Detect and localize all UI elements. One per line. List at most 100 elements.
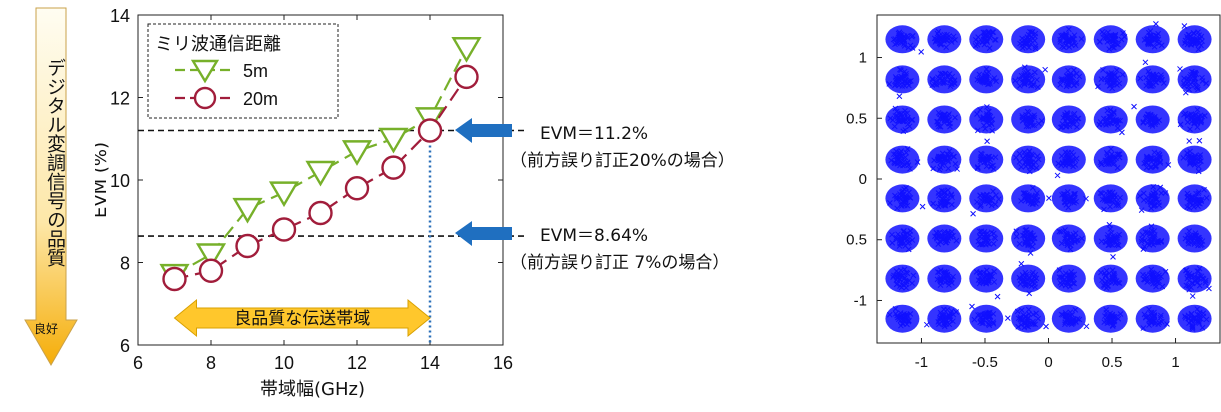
sample-point <box>1110 109 1117 115</box>
sample-point <box>1195 168 1202 175</box>
symbol-cluster <box>885 264 920 293</box>
sample-point <box>977 234 983 241</box>
sample-point <box>944 31 950 38</box>
sample-point <box>980 155 987 162</box>
sample-point <box>1190 234 1197 241</box>
sample-point <box>1119 129 1125 136</box>
sample-point <box>907 311 914 317</box>
sample-point <box>1106 114 1113 121</box>
sample-point <box>1160 80 1167 86</box>
symbol-cluster <box>1011 264 1046 293</box>
sample-point <box>1068 273 1075 280</box>
sample-point <box>1026 36 1033 43</box>
sample-point <box>1186 228 1192 235</box>
symbol-cluster <box>1051 304 1086 333</box>
sample-point <box>982 279 988 285</box>
sample-point <box>1097 159 1104 166</box>
sample-point <box>939 150 946 157</box>
sample-point <box>934 30 941 37</box>
sample-point <box>1071 82 1078 89</box>
sample-point <box>1109 322 1116 329</box>
sample-point <box>1062 270 1069 277</box>
sample-point <box>1026 44 1032 51</box>
sample-point <box>1152 192 1158 198</box>
sample-point <box>1119 71 1126 78</box>
sample-point <box>1111 271 1117 277</box>
sample-point <box>1070 197 1077 203</box>
sample-point <box>1185 153 1191 160</box>
sample-point <box>1159 283 1166 290</box>
sample-point <box>887 200 893 206</box>
symbol-cluster <box>927 25 962 54</box>
sample-point <box>932 39 939 45</box>
sample-point <box>1154 32 1160 39</box>
sample-point <box>898 281 905 288</box>
sample-point <box>944 37 951 44</box>
sample-point <box>897 276 904 283</box>
sample-point <box>1019 114 1026 121</box>
sample-point <box>941 111 947 118</box>
sample-point <box>992 37 999 43</box>
marker-20m <box>381 155 406 180</box>
sample-point <box>976 71 983 78</box>
sample-point <box>1183 282 1190 289</box>
outlier-point <box>1162 268 1169 275</box>
sample-point <box>1073 70 1080 77</box>
marker-5m <box>268 181 300 208</box>
sample-point <box>1063 83 1070 90</box>
sample-point <box>1195 113 1202 120</box>
symbol-cluster <box>1135 224 1170 253</box>
sample-point <box>930 200 937 207</box>
symbol-cluster <box>1051 25 1086 54</box>
sample-point <box>1153 39 1160 46</box>
sample-point <box>952 36 958 43</box>
sample-point <box>1114 235 1121 241</box>
symbol-cluster <box>1177 65 1212 94</box>
sample-point <box>1027 163 1034 170</box>
sample-point <box>1164 321 1170 327</box>
outlier-point <box>1033 165 1040 171</box>
sample-point <box>1099 196 1106 203</box>
sample-point <box>897 30 904 37</box>
sample-point <box>909 32 916 39</box>
sample-point <box>1100 67 1106 73</box>
sample-point <box>1118 36 1125 43</box>
constellation-chart: -1 -0.5 0 0.5 1 1 0.5 0 0.5 -1 <box>846 14 1221 371</box>
outlier-point <box>1181 23 1188 29</box>
sample-point <box>1192 82 1198 89</box>
sample-point <box>1107 189 1114 196</box>
y-tick-label: 1 <box>859 50 867 67</box>
sample-point <box>1151 309 1157 316</box>
sample-point <box>943 44 950 51</box>
symbol-cluster <box>1051 145 1086 174</box>
outlier-point <box>1120 30 1126 36</box>
sample-point <box>892 105 899 112</box>
sample-point <box>897 35 904 42</box>
sample-point <box>1104 107 1111 114</box>
sample-point <box>1022 282 1029 289</box>
sample-point <box>974 111 980 117</box>
sample-point <box>1057 36 1063 43</box>
outlier-point <box>1182 89 1189 96</box>
sample-point <box>1198 158 1204 165</box>
sample-point <box>1140 119 1147 125</box>
sample-point <box>990 162 996 169</box>
sample-point <box>1157 184 1164 191</box>
sample-point <box>1066 44 1073 50</box>
symbol-cluster <box>885 184 920 213</box>
marker-20m <box>308 200 333 226</box>
sample-point <box>1103 157 1110 164</box>
x-tick-label: -0.5 <box>972 354 998 371</box>
sample-point <box>1031 235 1038 242</box>
sample-point <box>948 201 955 208</box>
sample-point <box>902 234 908 241</box>
outlier-point <box>1028 82 1035 89</box>
symbol-cluster <box>885 145 920 174</box>
sample-point <box>1071 67 1077 73</box>
sample-point <box>1191 315 1198 321</box>
sample-point <box>980 29 987 36</box>
sample-point <box>897 66 903 73</box>
sample-point <box>1013 154 1019 161</box>
y-tick-label: 14 <box>110 6 130 26</box>
sample-point <box>1027 158 1034 165</box>
